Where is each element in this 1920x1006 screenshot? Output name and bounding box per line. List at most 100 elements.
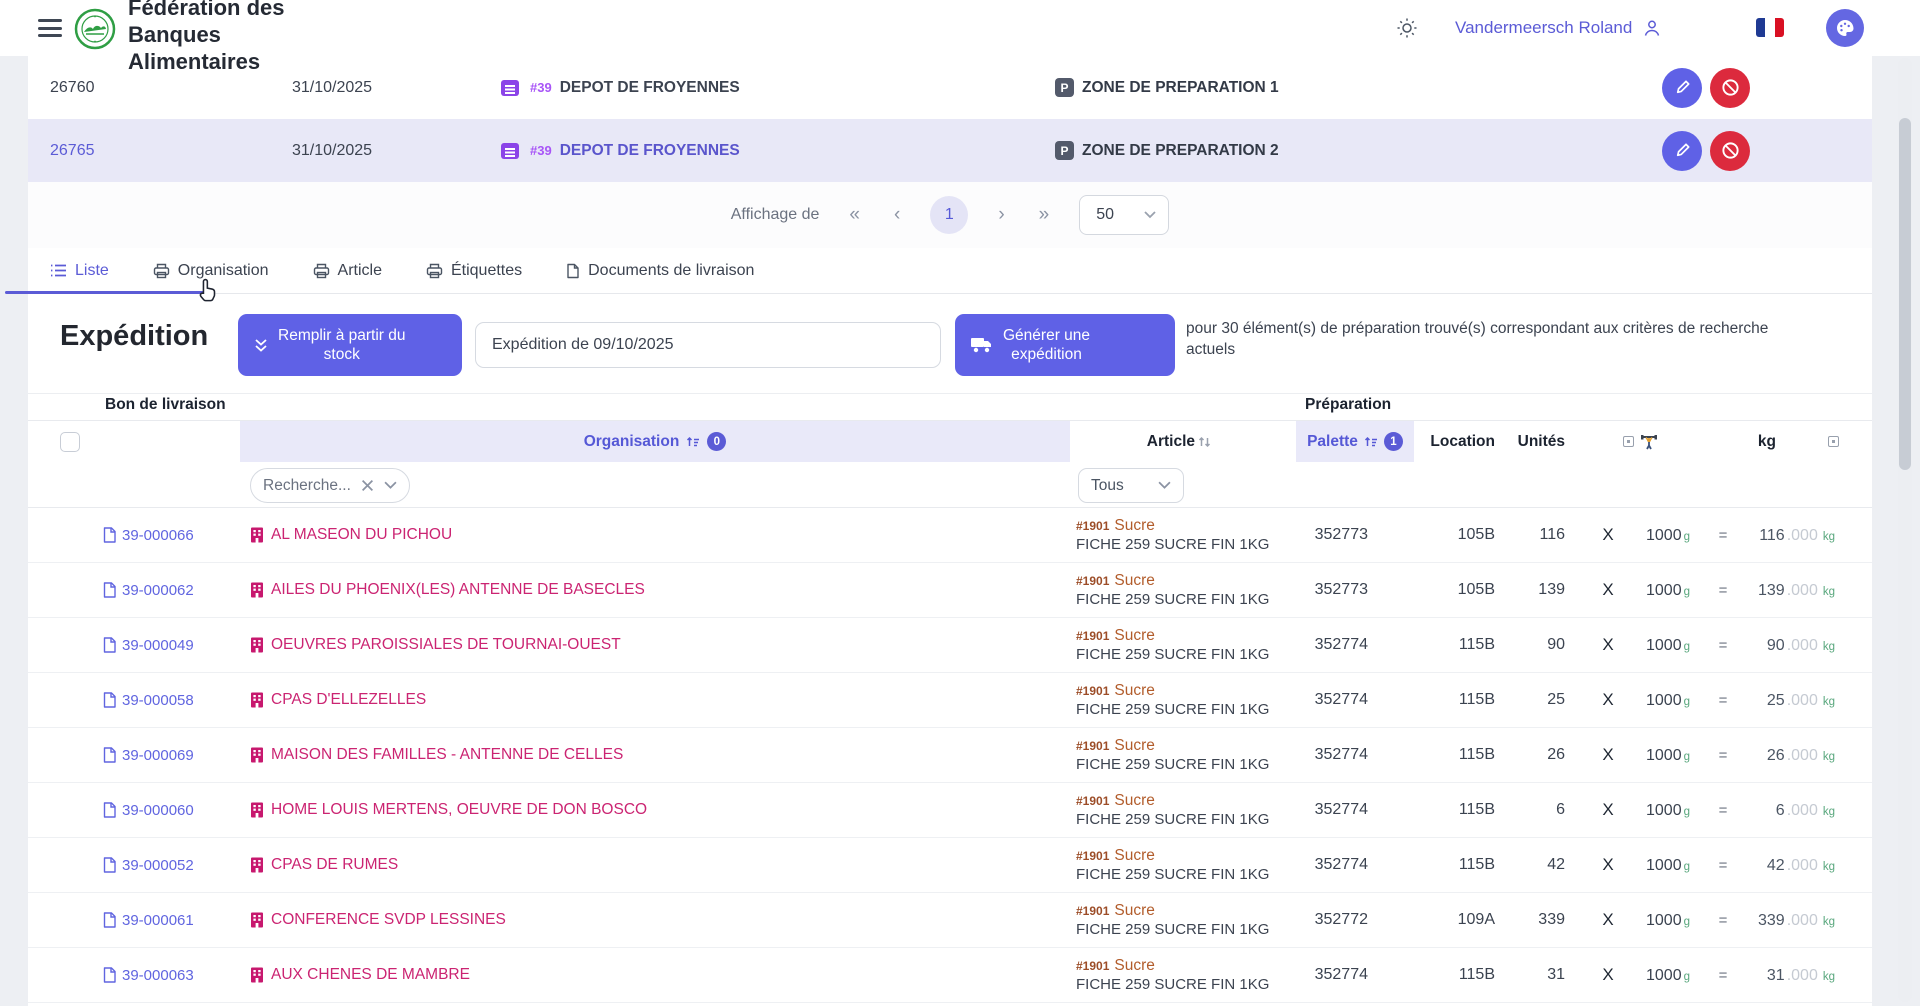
column-header-article[interactable]: Article [1052,421,1212,462]
organisation-name: CPAS DE RUMES [271,856,399,873]
equals-symbol: = [1718,636,1728,654]
organisation-link[interactable]: CONFERENCE SVDP LESSINES [250,893,506,947]
select-all-checkbox[interactable] [60,432,80,452]
next-page-button[interactable]: › [998,204,1005,225]
fill-from-stock-button[interactable]: Remplir à partir du stock [238,314,462,376]
article-filter-select[interactable]: Tous [1078,468,1184,503]
organisation-name: MAISON DES FAMILLES - ANTENNE DE CELLES [271,746,624,763]
delivery-row[interactable]: 39-000060 HOME LOUIS MERTENS, OEUVRE DE … [28,783,1872,838]
tab-organisation[interactable]: Organisation [153,262,269,280]
sort-icon [687,436,700,446]
location-code: 109A [1457,911,1495,928]
edit-button[interactable] [1662,67,1702,108]
delivery-note-link[interactable]: 39-000069 [103,728,194,782]
multiply-symbol: X [1602,635,1614,654]
delivery-row[interactable]: 39-000052 CPAS DE RUMES #1901 Sucre FICH… [28,838,1872,893]
clear-icon [361,480,373,491]
theme-toggle-sun-icon[interactable] [1396,17,1418,39]
unit-weight-value: 1000 [1646,747,1682,764]
palette-button[interactable] [1826,9,1864,47]
article-number: #1901 [1076,629,1110,643]
user-menu[interactable]: Vandermeersch Roland [1455,0,1662,56]
palette-icon [1837,20,1854,36]
article-cell: #1901 Sucre FICHE 259 SUCRE FIN 1KG [1076,893,1269,947]
prev-page-button[interactable]: ‹ [894,204,901,225]
delivery-row[interactable]: 39-000066 AL MASEON DU PICHOU #1901 Sucr… [28,508,1872,563]
tab-etiquettes[interactable]: Étiquettes [426,262,522,280]
units-count: 42 [1547,856,1565,873]
tab-article[interactable]: Article [313,262,382,280]
delivery-note-link[interactable]: 39-000062 [103,563,194,617]
pencil-icon [1676,143,1690,157]
scrollbar-thumb[interactable] [1899,118,1911,470]
delivery-note-link[interactable]: 39-000049 [103,618,194,672]
delivery-row[interactable]: 39-000069 MAISON DES FAMILLES - ANTENNE … [28,728,1872,783]
unit-weight-unit: g [1683,531,1690,543]
delivery-note-link[interactable]: 39-000052 [103,838,194,892]
unit-weight-unit: g [1683,861,1690,873]
column-toggle-icon[interactable] [1828,421,1839,462]
delivery-row[interactable]: 39-000061 CONFERENCE SVDP LESSINES #1901… [28,893,1872,948]
equals-symbol: = [1718,966,1728,984]
delivery-row[interactable]: 39-000062 AILES DU PHOENIX(LES) ANTENNE … [28,563,1872,618]
article-cell: #1901 Sucre FICHE 259 SUCRE FIN 1KG [1076,728,1269,782]
tab-liste[interactable]: Liste [50,262,109,280]
last-page-button[interactable]: » [1038,204,1050,225]
units-count: 339 [1538,911,1565,928]
organisation-link[interactable]: CPAS DE RUMES [250,838,398,892]
organisation-search-select[interactable]: Recherche... [250,468,410,503]
group-header-bon-de-livraison: Bon de livraison [105,396,226,413]
equals-symbol: = [1718,801,1728,819]
article-fiche: FICHE 259 SUCRE FIN 1KG [1076,701,1270,718]
tab-label: Organisation [177,261,269,279]
unit-weight-value: 1000 [1646,912,1682,929]
document-icon [103,637,116,653]
page-size-value: 50 [1096,206,1115,223]
total-weight-unit: kg [1822,696,1835,708]
tab-documents-livraison[interactable]: Documents de livraison [566,262,754,280]
tab-label: Documents de livraison [588,261,755,279]
page-size-select[interactable]: 50 [1079,195,1170,235]
column-header-organisation[interactable]: Organisation 0 [240,421,1070,462]
cancel-button[interactable] [1710,67,1750,108]
delivery-note-number: 39-000066 [122,526,194,544]
chevron-down-icon [384,481,397,489]
column-toggle-icon[interactable] [1623,436,1634,447]
language-flag-france[interactable] [1756,18,1784,37]
cancel-button[interactable] [1710,130,1750,171]
depot-number: #39 [530,143,552,158]
article-number: #1901 [1076,794,1110,808]
delivery-note-number: 39-000069 [122,746,194,764]
expedition-name-input[interactable] [475,322,941,368]
delivery-row[interactable]: 39-000058 CPAS D'ELLEZELLES #1901 Sucre … [28,673,1872,728]
article-fiche: FICHE 259 SUCRE FIN 1KG [1076,646,1270,663]
unit-weight-value: 1000 [1646,637,1682,654]
first-page-button[interactable]: « [849,204,860,225]
organisation-link[interactable]: OEUVRES PAROISSIALES DE TOURNAI-OUEST [250,618,621,672]
organisation-link[interactable]: CPAS D'ELLEZELLES [250,673,426,727]
delivery-row[interactable]: 39-000049 OEUVRES PAROISSIALES DE TOURNA… [28,618,1872,673]
current-page[interactable]: 1 [930,196,969,234]
column-header-palette[interactable]: Palette 1 [1296,421,1414,462]
delivery-note-link[interactable]: 39-000061 [103,893,194,947]
delivery-row[interactable]: 39-000063 AUX CHENES DE MAMBRE #1901 Suc… [28,948,1872,1003]
delivery-note-link[interactable]: 39-000063 [103,948,194,1002]
unit-weight-unit: g [1683,916,1690,928]
organisation-link[interactable]: HOME LOUIS MERTENS, OEUVRE DE DON BOSCO [250,783,647,837]
table-row-selected[interactable]: 26765 31/10/2025 #39 DEPOT DE FROYENNES … [28,119,1872,182]
total-weight-frac: .000 [1786,527,1818,544]
edit-button[interactable] [1662,130,1702,171]
organisation-link[interactable]: AILES DU PHOENIX(LES) ANTENNE DE BASECLE… [250,563,645,617]
hamburger-menu-icon[interactable] [38,17,62,39]
table-row[interactable]: 26760 31/10/2025 #39 DEPOT DE FROYENNES … [28,56,1872,119]
generate-expedition-button[interactable]: Générer une expédition [955,314,1175,376]
article-name: Sucre [1114,792,1155,809]
delivery-note-link[interactable]: 39-000060 [103,783,194,837]
delivery-note-link[interactable]: 39-000058 [103,673,194,727]
organisation-link[interactable]: AUX CHENES DE MAMBRE [250,948,470,1002]
printer-icon [426,263,443,278]
organisation-link[interactable]: AL MASEON DU PICHOU [250,508,452,562]
organisation-link[interactable]: MAISON DES FAMILLES - ANTENNE DE CELLES [250,728,623,782]
delivery-note-link[interactable]: 39-000066 [103,508,194,562]
pagination: Affichage de « ‹ 1 › » 50 [28,182,1872,248]
